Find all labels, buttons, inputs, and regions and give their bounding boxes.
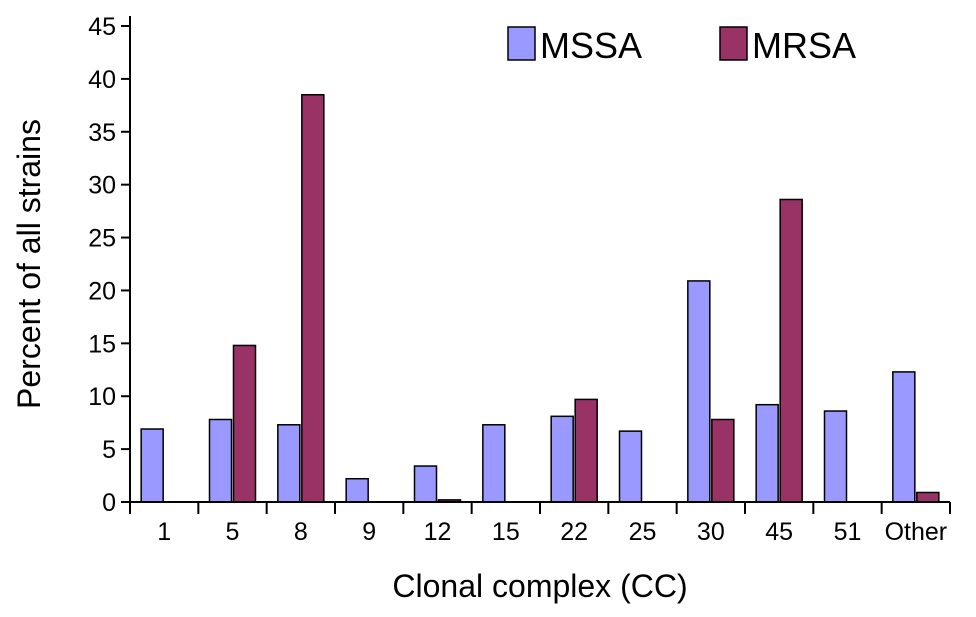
legend-label-mssa: MSSA (540, 25, 642, 66)
bar-mrsa-5 (232, 344, 257, 503)
bars-layer (140, 94, 940, 503)
y-axis-title: Percent of all strains (11, 119, 47, 409)
x-tick-label: 45 (765, 518, 793, 546)
y-tick-label: 35 (88, 119, 116, 147)
bar-mssa-25 (618, 430, 643, 503)
y-tick-label: 5 (102, 436, 116, 464)
x-tick-label: 22 (560, 518, 588, 546)
bar-mrsa-other (916, 491, 940, 503)
bar-mssa-22 (550, 415, 574, 503)
bar-mrsa-8 (301, 94, 325, 503)
y-tick-label: 20 (88, 277, 116, 305)
legend-swatch-mssa (507, 26, 536, 61)
y-tick-label: 10 (88, 383, 116, 411)
bar-mssa-51 (823, 410, 848, 503)
legend-label-mrsa: MRSA (752, 25, 856, 66)
bar-mssa-other (892, 371, 916, 503)
y-ticks: 0 5 10 15 20 25 30 35 40 45 (88, 13, 130, 517)
bar-mssa-1 (140, 428, 164, 503)
x-tick-label: 1 (157, 518, 171, 546)
x-tick-label: Other (885, 518, 948, 546)
x-axis-title: Clonal complex (CC) (392, 568, 687, 604)
legend-swatch-mrsa (719, 26, 748, 61)
x-tick-label: 15 (492, 518, 520, 546)
bar-mssa-5 (208, 418, 233, 503)
y-tick-label: 0 (102, 489, 116, 517)
legend: MSSA MRSA (507, 25, 856, 66)
y-tick-label: 45 (88, 13, 116, 41)
x-tick-label: 9 (362, 518, 376, 546)
bar-mssa-45 (755, 403, 779, 503)
x-ticks: 1 5 8 9 12 15 22 25 30 45 51 Other (129, 502, 951, 546)
bar-mrsa-30 (711, 418, 735, 503)
y-tick-label: 25 (88, 225, 116, 253)
bar-mssa-30 (687, 280, 711, 503)
y-tick-label: 30 (88, 172, 116, 200)
x-tick-label: 51 (834, 518, 862, 546)
x-tick-label: 25 (629, 518, 657, 546)
x-tick-label: 12 (424, 518, 452, 546)
y-tick-label: 40 (88, 66, 116, 94)
bar-mssa-8 (277, 424, 301, 503)
bar-mssa-15 (482, 424, 506, 503)
bar-mssa-12 (413, 465, 438, 503)
bar-mrsa-22 (574, 398, 598, 503)
y-tick-label: 15 (88, 330, 116, 358)
x-tick-label: 8 (294, 518, 308, 546)
x-tick-label: 5 (226, 518, 240, 546)
x-tick-label: 30 (697, 518, 725, 546)
bar-mrsa-45 (779, 198, 803, 503)
bar-mssa-9 (345, 477, 369, 503)
